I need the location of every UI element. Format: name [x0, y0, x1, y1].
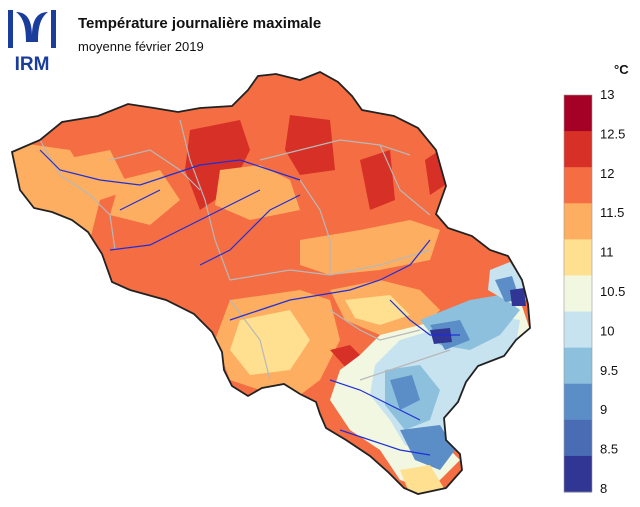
legend-tick-label: 8 [600, 481, 607, 496]
map-subtitle: moyenne février 2019 [78, 39, 204, 54]
legend-swatch [564, 239, 592, 276]
legend-swatch [564, 95, 592, 132]
legend-tick-label: 12 [600, 166, 614, 181]
legend-tick-label: 8.5 [600, 442, 618, 457]
legend-tick-label: 11.5 [600, 205, 624, 220]
legend-swatch [564, 347, 592, 385]
legend-swatch [564, 311, 592, 349]
legend-swatch [564, 419, 592, 457]
legend-swatch [564, 455, 592, 493]
legend-tick-label: 10.5 [600, 284, 625, 299]
legend-tick-label: 12.5 [600, 126, 625, 141]
rivers [39, 149, 460, 456]
legend-tick-label: 10 [600, 323, 614, 338]
legend-swatch [564, 275, 592, 313]
province-borders [39, 119, 451, 381]
legend-unit: °C [614, 62, 629, 77]
legend-tick-label: 9.5 [600, 363, 618, 378]
belgium-outline [10, 71, 531, 495]
legend-tick-label: 13 [600, 87, 614, 102]
legend-tick-label: 9 [600, 402, 607, 417]
legend-tick-label: 11 [600, 245, 614, 260]
map-title: Température journalière maximale [78, 15, 322, 32]
legend-swatch [564, 131, 592, 168]
legend-swatch [564, 167, 592, 204]
legend-swatch [564, 203, 592, 240]
svg-text:IRM: IRM [15, 54, 50, 74]
irm-logo: IRM [8, 10, 56, 74]
legend-swatch [564, 383, 592, 421]
